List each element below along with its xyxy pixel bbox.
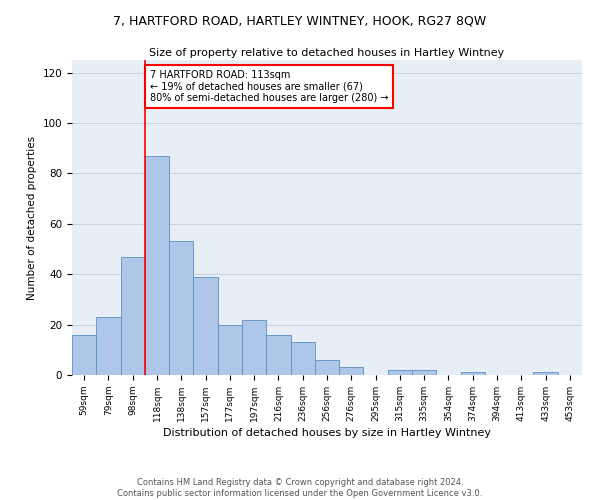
Bar	[96, 317, 121, 375]
Bar	[412, 370, 436, 375]
Bar	[388, 370, 412, 375]
Bar	[339, 368, 364, 375]
Title: Size of property relative to detached houses in Hartley Wintney: Size of property relative to detached ho…	[149, 48, 505, 58]
Text: Contains HM Land Registry data © Crown copyright and database right 2024.
Contai: Contains HM Land Registry data © Crown c…	[118, 478, 482, 498]
Bar	[169, 242, 193, 375]
Bar	[72, 334, 96, 375]
Bar	[193, 276, 218, 375]
Y-axis label: Number of detached properties: Number of detached properties	[27, 136, 37, 300]
Text: 7 HARTFORD ROAD: 113sqm
← 19% of detached houses are smaller (67)
80% of semi-de: 7 HARTFORD ROAD: 113sqm ← 19% of detache…	[150, 70, 388, 103]
Bar	[145, 156, 169, 375]
Bar	[461, 372, 485, 375]
Bar	[242, 320, 266, 375]
Bar	[290, 342, 315, 375]
Bar	[266, 334, 290, 375]
Bar	[533, 372, 558, 375]
Bar	[121, 256, 145, 375]
Bar	[315, 360, 339, 375]
Text: 7, HARTFORD ROAD, HARTLEY WINTNEY, HOOK, RG27 8QW: 7, HARTFORD ROAD, HARTLEY WINTNEY, HOOK,…	[113, 15, 487, 28]
X-axis label: Distribution of detached houses by size in Hartley Wintney: Distribution of detached houses by size …	[163, 428, 491, 438]
Bar	[218, 324, 242, 375]
